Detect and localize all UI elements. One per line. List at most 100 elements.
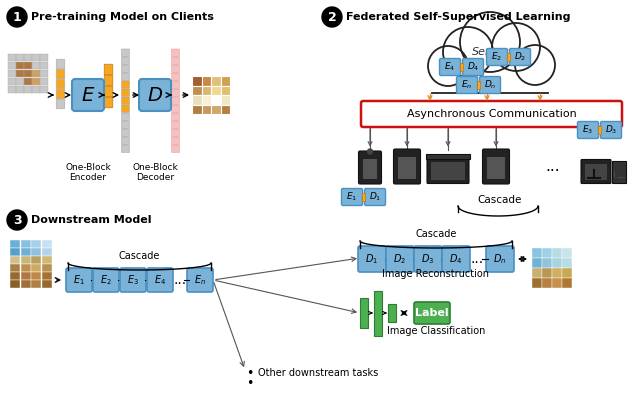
Bar	[10, 248, 20, 256]
Bar	[532, 248, 541, 258]
FancyBboxPatch shape	[442, 246, 470, 272]
Bar	[362, 193, 365, 201]
FancyBboxPatch shape	[122, 137, 129, 145]
Bar	[221, 86, 230, 95]
FancyBboxPatch shape	[361, 101, 622, 127]
Bar	[211, 95, 221, 105]
FancyBboxPatch shape	[122, 145, 129, 152]
Text: $E_n$: $E_n$	[461, 79, 473, 91]
FancyBboxPatch shape	[122, 129, 129, 136]
Text: $E_4$: $E_4$	[154, 273, 166, 287]
FancyBboxPatch shape	[486, 49, 508, 66]
Bar	[8, 86, 15, 93]
FancyBboxPatch shape	[172, 97, 179, 105]
Bar	[221, 105, 230, 114]
Bar	[211, 105, 221, 114]
Bar	[16, 77, 24, 85]
Bar	[20, 272, 31, 280]
Text: Pre-training Model on Clients: Pre-training Model on Clients	[31, 12, 214, 22]
Text: Cascade: Cascade	[478, 195, 522, 205]
Bar	[40, 86, 47, 93]
Bar	[532, 268, 541, 278]
Bar	[42, 272, 52, 280]
Text: $E_3$: $E_3$	[582, 124, 593, 136]
Circle shape	[492, 23, 540, 71]
Bar	[542, 258, 552, 268]
Bar	[10, 280, 20, 288]
Text: ...: ...	[173, 273, 187, 287]
FancyBboxPatch shape	[122, 49, 129, 56]
Text: 1: 1	[13, 10, 21, 23]
FancyBboxPatch shape	[414, 246, 442, 272]
Bar	[506, 53, 510, 61]
Bar	[42, 248, 52, 256]
Text: $D$: $D$	[147, 86, 163, 105]
Text: $D_3$: $D_3$	[421, 252, 435, 266]
FancyBboxPatch shape	[122, 73, 129, 80]
Bar	[42, 240, 52, 248]
Bar	[542, 248, 552, 258]
Bar	[31, 240, 41, 248]
Text: •: •	[246, 377, 253, 391]
Text: $E_2$: $E_2$	[100, 273, 112, 287]
FancyBboxPatch shape	[172, 137, 179, 145]
Bar	[24, 54, 31, 61]
Text: ...: ...	[470, 252, 484, 266]
Bar	[24, 70, 31, 77]
FancyBboxPatch shape	[122, 121, 129, 129]
Text: $E_n$: $E_n$	[194, 273, 206, 287]
Text: One-Block
Encoder: One-Block Encoder	[65, 163, 111, 183]
Bar	[8, 77, 15, 85]
FancyBboxPatch shape	[56, 89, 65, 99]
Bar	[24, 61, 31, 69]
FancyBboxPatch shape	[172, 73, 179, 80]
Bar	[211, 76, 221, 86]
Bar	[562, 248, 572, 258]
FancyBboxPatch shape	[172, 89, 179, 96]
FancyBboxPatch shape	[479, 77, 500, 94]
FancyBboxPatch shape	[122, 105, 129, 112]
Bar	[20, 240, 31, 248]
Text: $D_2$: $D_2$	[514, 51, 526, 63]
Bar	[430, 80, 550, 95]
Text: $D_4$: $D_4$	[449, 252, 463, 266]
Text: $D_4$: $D_4$	[467, 61, 479, 73]
Bar	[388, 304, 396, 322]
Bar	[363, 159, 377, 178]
Bar	[32, 70, 40, 77]
FancyBboxPatch shape	[172, 113, 179, 120]
Text: Federated Self-Supervised Learning: Federated Self-Supervised Learning	[346, 12, 570, 22]
Circle shape	[428, 46, 468, 86]
FancyBboxPatch shape	[172, 121, 179, 129]
FancyBboxPatch shape	[122, 81, 129, 89]
Bar	[542, 278, 552, 288]
Text: ...: ...	[546, 159, 560, 174]
Circle shape	[322, 7, 342, 27]
FancyBboxPatch shape	[172, 145, 179, 152]
FancyBboxPatch shape	[122, 97, 129, 105]
Bar	[487, 157, 505, 178]
Bar	[562, 258, 572, 268]
Bar	[585, 164, 607, 180]
Bar	[16, 61, 24, 69]
Bar	[360, 298, 368, 328]
Text: Other downstream tasks: Other downstream tasks	[258, 368, 378, 378]
FancyBboxPatch shape	[581, 159, 611, 183]
Text: Server: Server	[472, 47, 508, 57]
FancyBboxPatch shape	[172, 57, 179, 65]
FancyBboxPatch shape	[342, 189, 362, 206]
Bar	[552, 278, 562, 288]
Circle shape	[7, 210, 27, 230]
Bar	[24, 77, 31, 85]
Bar	[32, 61, 40, 69]
Bar	[532, 278, 541, 288]
Text: $E_1$: $E_1$	[346, 191, 358, 203]
FancyBboxPatch shape	[93, 268, 119, 292]
FancyBboxPatch shape	[104, 64, 113, 75]
Text: $E$: $E$	[81, 86, 95, 105]
FancyBboxPatch shape	[122, 89, 129, 96]
Circle shape	[460, 12, 520, 72]
FancyBboxPatch shape	[414, 302, 450, 324]
Text: $D_n$: $D_n$	[493, 252, 507, 266]
Bar	[552, 258, 562, 268]
